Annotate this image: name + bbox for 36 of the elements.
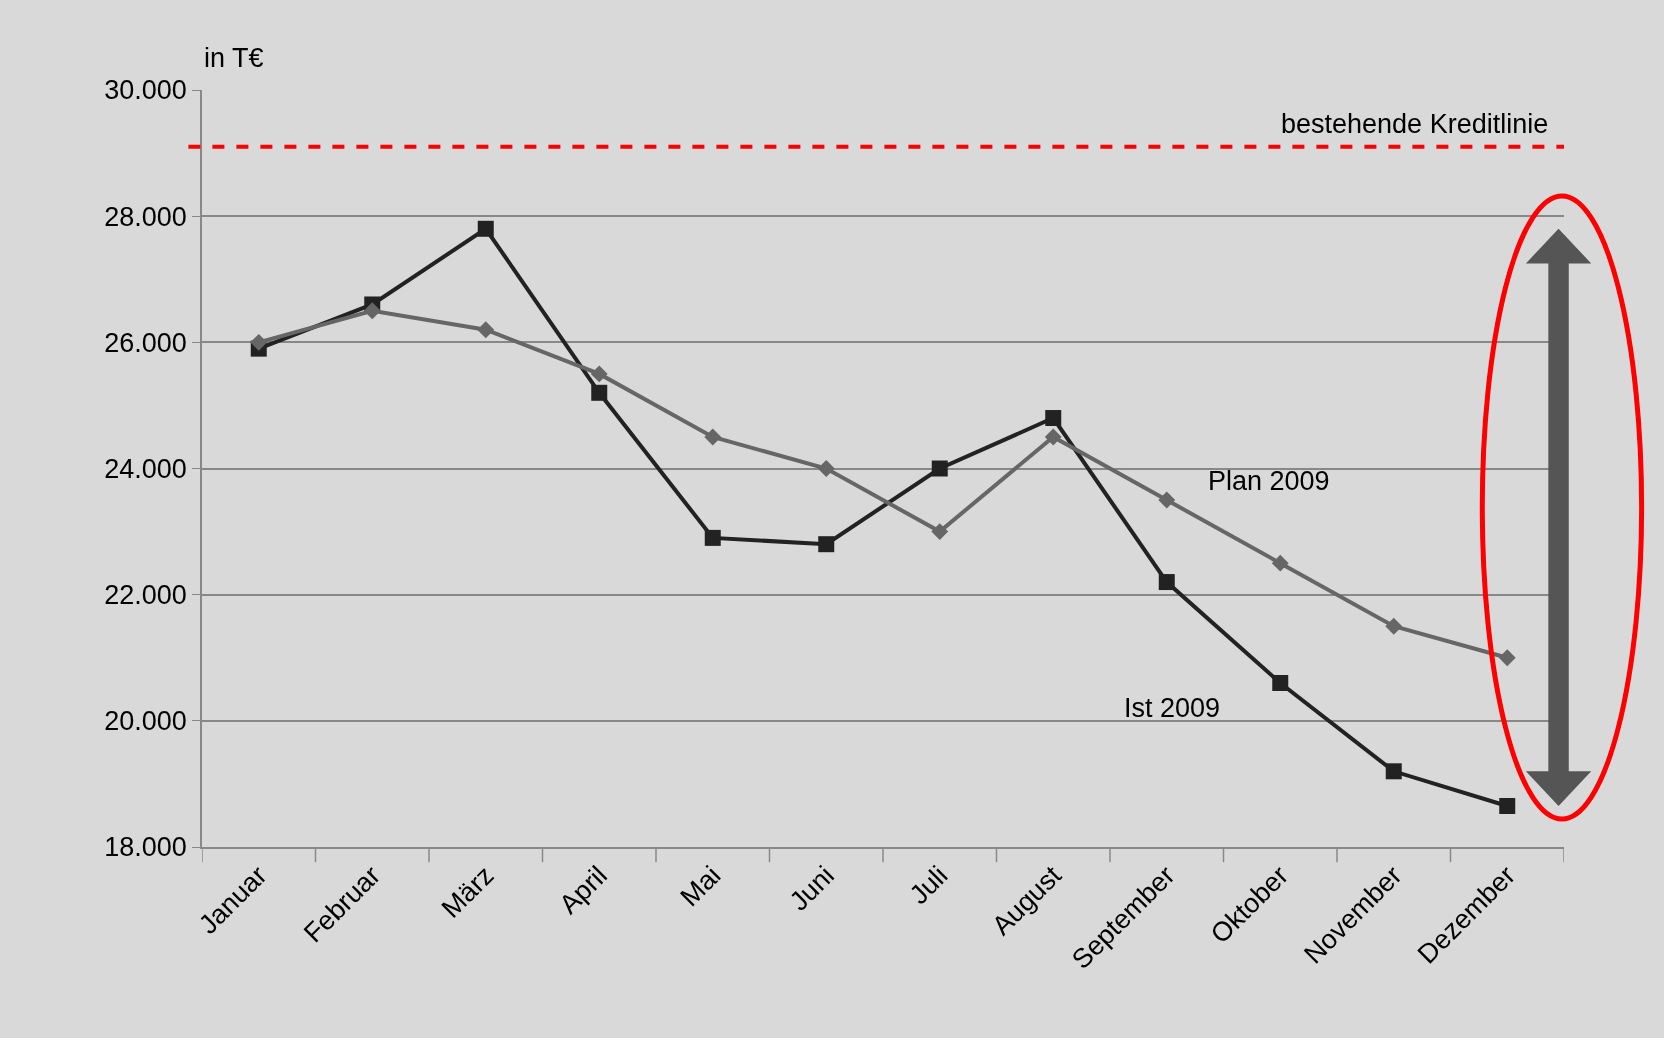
x-tick-label: Juli	[903, 860, 954, 911]
point	[590, 365, 608, 383]
series-label: Ist 2009	[1124, 693, 1221, 723]
point	[931, 460, 948, 477]
point	[1045, 410, 1062, 427]
point	[1499, 798, 1516, 814]
point	[1271, 554, 1289, 572]
series-label: Plan 2009	[1208, 466, 1330, 496]
point	[931, 523, 949, 541]
point	[704, 529, 721, 546]
y-tick-label: 22.000	[104, 580, 187, 611]
point	[1498, 649, 1516, 667]
point	[1272, 674, 1289, 691]
point	[704, 428, 722, 446]
point	[363, 302, 381, 320]
point	[250, 333, 268, 351]
point	[817, 460, 835, 477]
y-tick-label: 28.000	[104, 201, 187, 232]
point	[818, 536, 835, 553]
point	[1158, 574, 1175, 591]
point	[1385, 617, 1403, 635]
point	[1385, 763, 1402, 780]
point	[1158, 491, 1176, 509]
y-tick-label: 26.000	[104, 327, 187, 358]
point	[477, 321, 495, 339]
y-tick-label: 20.000	[104, 706, 187, 737]
y-tick-label: 18.000	[104, 832, 187, 863]
ref-line-label: bestehende Kreditlinie	[1281, 109, 1549, 139]
point	[477, 220, 494, 237]
y-tick-label: 30.000	[104, 75, 187, 106]
point	[1044, 428, 1062, 446]
y-axis-title: in T€	[204, 43, 264, 73]
y-tick-label: 24.000	[104, 453, 187, 484]
x-tick-label: Juni	[783, 860, 841, 917]
point	[591, 384, 608, 401]
x-tick-label: Mai	[674, 860, 727, 913]
